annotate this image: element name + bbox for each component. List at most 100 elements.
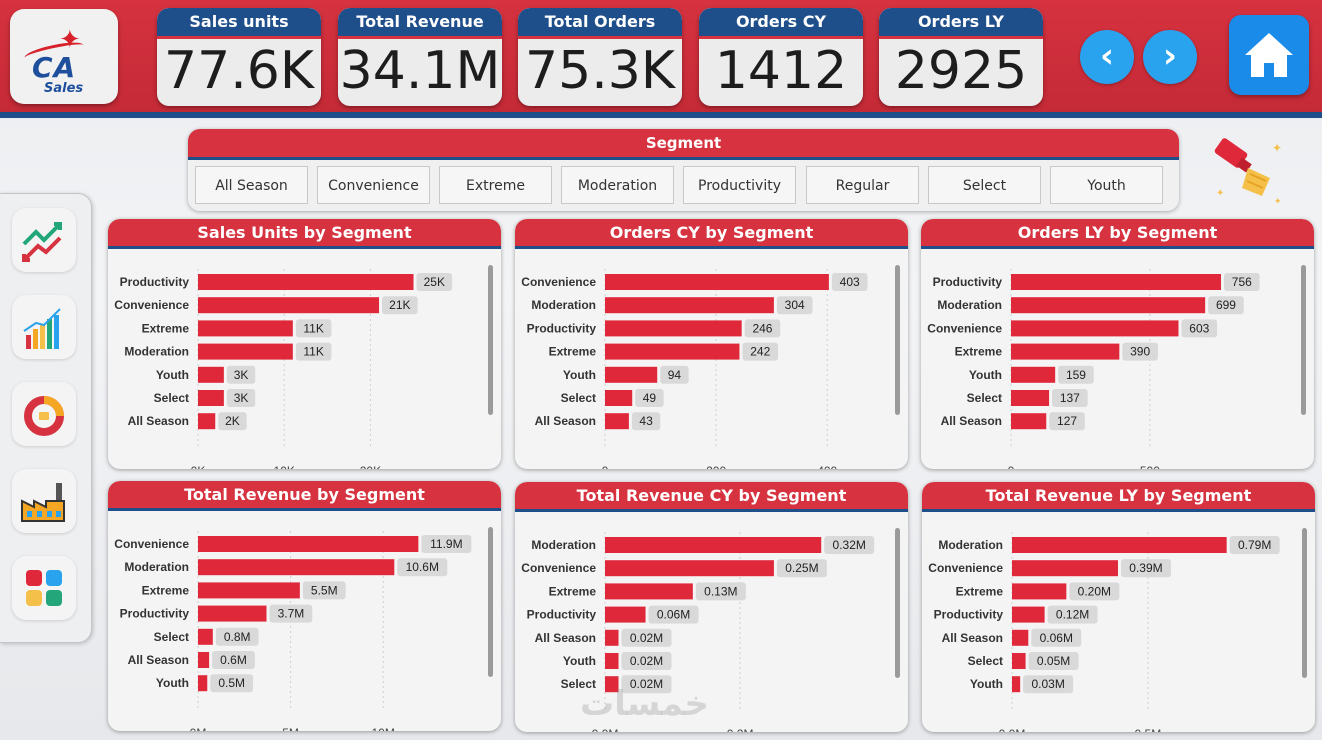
back-button[interactable]: ‹ [1080,30,1134,84]
bar [198,675,208,692]
category-label: Extreme [549,584,597,598]
bar [198,413,216,430]
bar [605,629,619,646]
data-label-bg [1181,319,1218,338]
bar [198,559,395,576]
chart-total-revenue-ly-by-segment[interactable]: 0.0M 0.5M Moderation 0.79M Convenience 0.39M E… [922,512,1315,732]
logo-text-sales: Sales [44,81,84,96]
segment-option-all-season[interactable]: All Season [195,166,308,204]
segment-option-productivity[interactable]: Productivity [683,166,796,204]
bar [198,274,414,290]
sidebar-item-apps[interactable] [12,556,76,620]
data-label-bg [635,389,664,407]
category-label: Convenience [521,275,596,289]
chart-card-orders-cy: Orders CY by Segment 0 200 400 Convenience 4… [515,219,908,469]
data-label: 0.8M [224,630,251,644]
data-label-bg [1023,675,1074,694]
data-label: 2K [225,414,240,428]
x-tick-label: 10K [274,464,295,469]
chart-title: Total Revenue CY by Segment [515,482,908,512]
segment-option-regular[interactable]: Regular [806,166,919,204]
kpi-value: 77.6K [164,41,314,101]
bar [1012,537,1227,553]
data-label: 603 [1189,321,1209,335]
data-label: 137 [1060,391,1080,405]
segment-option-youth[interactable]: Youth [1050,166,1163,204]
bar-chart-icon [23,308,61,349]
data-label: 403 [840,275,860,289]
kpi-title: Total Orders [518,8,682,39]
logo-text-ca: CA [32,51,77,84]
bar [605,537,822,553]
x-tick-label: 0.0M [592,727,619,732]
ca-sales-logo[interactable]: ✦ CA Sales [10,9,118,104]
apps-grid-icon [26,570,62,606]
category-label: Youth [563,654,596,668]
category-label: Productivity [527,321,597,335]
x-tick-label: 0.0M [999,727,1026,732]
data-label: 0.02M [630,677,663,691]
data-label-bg [1058,365,1094,384]
category-label: Productivity [527,608,597,622]
category-label: Youth [563,368,596,382]
segment-option-extreme[interactable]: Extreme [439,166,552,204]
clear-filters-brush-icon[interactable]: ✦ ✦ ✦ [1212,134,1288,206]
data-label-bg [776,559,827,578]
data-label-bg [382,296,418,315]
chart-total-revenue-cy-by-segment[interactable]: 0.0M 0.2M Moderation 0.32M Convenience 0.25M E… [515,512,908,732]
bar [198,628,213,645]
data-label-bg [1120,559,1171,578]
data-label: 0.06M [1040,631,1073,645]
data-label: 0.20M [1078,584,1111,598]
category-label: Select [968,654,1003,668]
data-label-bg [295,342,332,361]
x-tick-label: 0K [191,464,206,469]
bar [605,413,629,430]
x-tick-label: 0 [602,464,609,469]
sidebar-item-trends[interactable] [12,208,76,272]
category-label: Moderation [937,298,1002,312]
chart-scrollbar[interactable] [1301,265,1306,415]
bar [605,653,619,669]
data-label-bg [218,412,247,431]
sidebar-item-donut-chart[interactable] [12,382,76,446]
maple-leaf-icon: ✦ [59,25,81,55]
segment-option-select[interactable]: Select [928,166,1041,204]
chart-scrollbar[interactable] [1302,528,1307,678]
kpi-card-sales-units: Sales units 77.6K [157,8,321,106]
bar [1011,390,1050,406]
segment-slicer-title: Segment [188,129,1179,160]
chart-total-revenue-by-segment[interactable]: 0M 5M 10M Convenience 11.9M Moderation 10.6M Ex… [108,511,501,731]
data-label: 0.03M [1031,677,1064,691]
data-label-bg [695,582,746,601]
segment-option-moderation[interactable]: Moderation [561,166,674,204]
x-tick-label: 500 [1140,464,1160,469]
segment-slicer: Segment All Season Convenience Extreme M… [188,129,1179,211]
category-label: Select [561,391,596,405]
chart-scrollbar[interactable] [488,527,493,677]
chart-orders-ly-by-segment[interactable]: 0 500 Productivity 756 Moderation 699 Convenie… [921,249,1314,469]
data-label: 0.13M [704,584,737,598]
chart-orders-cy-by-segment[interactable]: 0 200 400 Convenience 403 Moderation 304 Produc… [515,249,908,469]
bar [198,390,224,406]
forward-button[interactable]: › [1143,30,1197,84]
data-label-bg [776,296,813,315]
chevron-right-icon: › [1162,36,1177,76]
kpi-value: 1412 [714,41,848,101]
data-label-bg [621,628,672,647]
sidebar-item-factory[interactable] [12,469,76,533]
chart-scrollbar[interactable] [488,265,493,415]
chart-title: Total Revenue by Segment [108,481,501,511]
chart-scrollbar[interactable] [895,265,900,415]
data-label: 21K [389,298,410,312]
chart-scrollbar[interactable] [895,528,900,678]
home-button[interactable] [1229,15,1309,95]
bar [605,274,829,290]
chart-sales-units-by-segment[interactable]: 0K 10K 20K Productivity 25K Convenience 21K Ext… [108,249,501,469]
data-label: 159 [1066,368,1086,382]
segment-option-convenience[interactable]: Convenience [317,166,430,204]
category-label: Productivity [120,275,190,289]
sidebar-item-bar-chart[interactable] [12,295,76,359]
x-tick-label: 0.2M [727,727,754,732]
data-label-bg [226,389,256,407]
